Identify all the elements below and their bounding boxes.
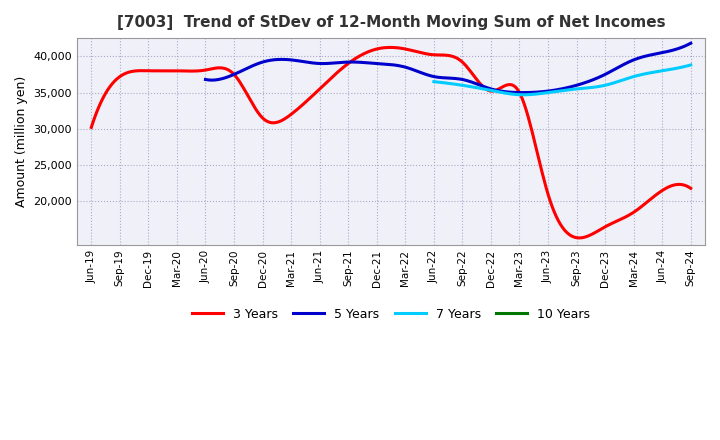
7 Years (686, 62, 695, 68)
5 Years (686, 40, 695, 46)
5 Years (490, 87, 499, 92)
7 Years (647, 70, 655, 75)
7 Years (663, 67, 672, 73)
3 Years (456, 58, 464, 63)
Y-axis label: Amount (million yen): Amount (million yen) (15, 76, 28, 207)
3 Years (574, 235, 582, 241)
Line: 3 Years: 3 Years (91, 48, 690, 238)
5 Years (519, 90, 528, 95)
7 Years (582, 85, 591, 91)
5 Years (612, 66, 621, 71)
5 Years (488, 87, 497, 92)
5 Years (203, 77, 212, 82)
3 Years (446, 53, 454, 59)
5 Years (642, 53, 651, 59)
7 Years (583, 85, 592, 91)
3 Years (444, 53, 452, 58)
3 Years (87, 125, 96, 130)
3 Years (596, 227, 605, 232)
7 Years (430, 79, 438, 84)
Title: [7003]  Trend of StDev of 12-Month Moving Sum of Net Incomes: [7003] Trend of StDev of 12-Month Moving… (117, 15, 665, 30)
3 Years (686, 186, 695, 191)
7 Years (519, 92, 528, 97)
3 Years (386, 45, 395, 50)
5 Years (498, 89, 507, 94)
3 Years (634, 206, 643, 212)
5 Years (201, 77, 210, 82)
Line: 7 Years: 7 Years (434, 65, 690, 95)
3 Years (89, 119, 98, 124)
7 Years (588, 85, 596, 90)
Legend: 3 Years, 5 Years, 7 Years, 10 Years: 3 Years, 5 Years, 7 Years, 10 Years (187, 303, 595, 326)
Line: 5 Years: 5 Years (205, 43, 690, 92)
7 Years (431, 79, 439, 84)
